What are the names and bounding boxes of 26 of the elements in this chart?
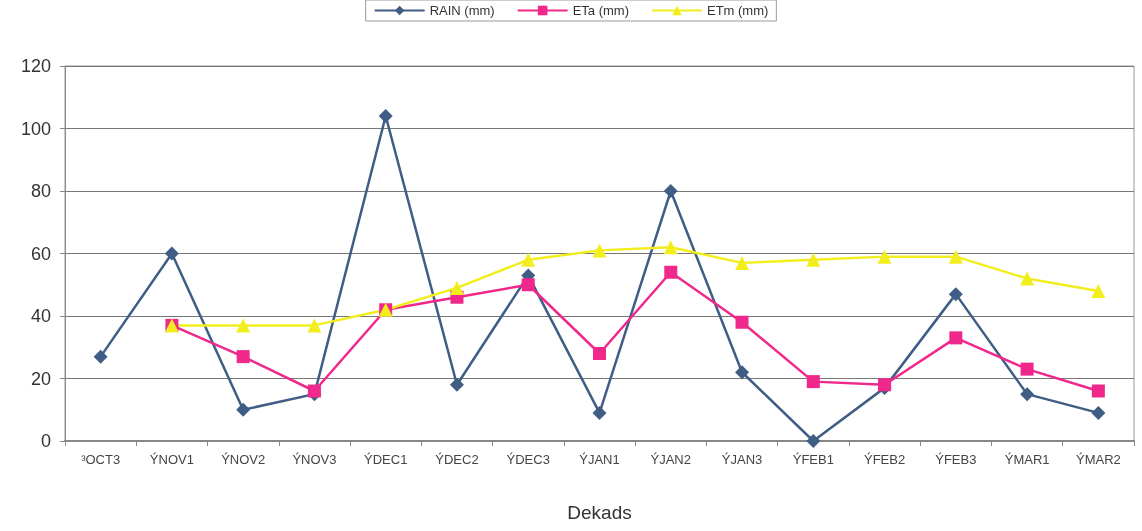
y-tick-label: 60 [30, 243, 51, 264]
x-tick-label: ÝMAR1 [1004, 452, 1050, 467]
legend-label: ETa (mm) [572, 3, 629, 18]
x-tick-label: ÝJAN2 [650, 452, 691, 467]
y-tick-label: 40 [30, 306, 51, 326]
x-tick-label: ÝDEC1 [364, 452, 408, 467]
y-tick-label: 80 [30, 181, 51, 201]
y-tick-label: 100 [20, 118, 51, 139]
x-tick-label: ÝJAN1 [579, 452, 620, 467]
x-tick-label: ÝNOV1 [149, 452, 194, 467]
x-tick-label: ÝNOV2 [221, 452, 266, 467]
x-axis-title: Dekads [567, 502, 632, 523]
x-tick-label: ÝDEC2 [435, 452, 479, 467]
x-tick-label: ÝFEB2 [863, 452, 906, 467]
y-tick-label: 20 [30, 368, 51, 389]
y-tick-label: 0 [40, 431, 51, 451]
legend-label: RAIN (mm) [429, 3, 495, 18]
x-tick-label: ÝNOV3 [292, 452, 337, 467]
y-tick-label: 120 [20, 56, 51, 76]
x-tick-label: ÝMAR2 [1075, 452, 1121, 467]
x-tick-label: ÝFEB1 [792, 452, 834, 467]
x-tick-label: ³OCT3 [81, 452, 121, 467]
x-tick-label: ÝFEB3 [935, 452, 977, 467]
legend-label: ETm (mm) [706, 3, 769, 18]
x-tick-label: ÝJAN3 [721, 452, 763, 467]
x-tick-label: ÝDEC3 [506, 452, 550, 467]
